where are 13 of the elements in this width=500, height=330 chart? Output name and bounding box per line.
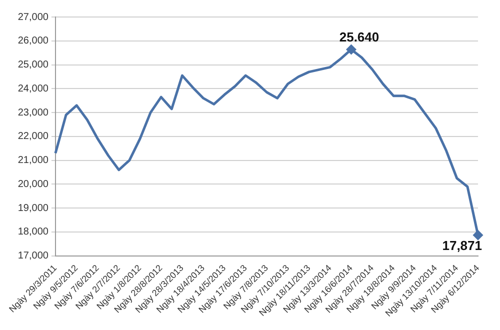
y-tick-label: 19,000 — [18, 202, 49, 214]
y-tick-label: 18,000 — [18, 226, 49, 238]
y-tick-label: 17,000 — [18, 250, 49, 262]
y-tick-label: 27,000 — [18, 12, 49, 23]
y-tick-label: 25,000 — [18, 60, 49, 71]
y-tick-label: 22,000 — [18, 131, 49, 142]
y-tick-label: 26,000 — [18, 36, 49, 47]
annotation: 25.640 — [339, 30, 380, 45]
y-tick-label: 23,000 — [18, 107, 49, 118]
data-label: 17,871 — [442, 238, 482, 254]
y-tick-label: 24,000 — [18, 83, 49, 94]
y-tick-label: 20,000 — [18, 178, 49, 190]
y-tick-label: 21,000 — [18, 155, 49, 166]
